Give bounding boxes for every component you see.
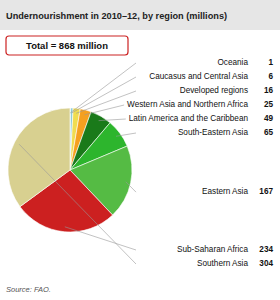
category-label: South-Eastern Asia	[178, 128, 249, 137]
category-label: Oceania	[218, 58, 249, 67]
category-label: Latin America and the Caribbean	[129, 114, 249, 123]
source: Source: FAO.	[6, 285, 51, 294]
category-label: Southern Asia	[197, 259, 248, 268]
total-box	[6, 36, 128, 55]
value-label: 49	[264, 114, 274, 123]
title-bar	[0, 0, 280, 30]
connector	[126, 182, 136, 192]
connector	[72, 77, 136, 113]
labels: Oceania 1 Caucasus and Central Asia 6 Develo…	[127, 58, 273, 268]
value-label: 25	[264, 100, 274, 109]
connector	[85, 105, 125, 115]
total-label: Total = 868 million	[26, 40, 108, 51]
connector	[76, 91, 136, 113]
category-label: Caucasus and Central Asia	[149, 72, 248, 81]
category-label: Sub-Saharan Africa	[177, 245, 248, 254]
value-label: 1	[268, 58, 273, 67]
value-label: 167	[259, 187, 273, 196]
connector	[70, 63, 136, 113]
connector	[19, 144, 136, 264]
connector	[99, 119, 126, 121]
value-label: 304	[259, 259, 273, 268]
slice	[8, 108, 70, 207]
category-label: Developed regions	[180, 86, 248, 95]
connectors	[19, 63, 136, 264]
connector	[65, 227, 136, 250]
connector	[116, 133, 136, 136]
value-label: 16	[264, 86, 274, 95]
pie	[8, 108, 132, 232]
value-label: 6	[268, 72, 273, 81]
category-label: Western Asia and Northern Africa	[127, 100, 248, 109]
value-label: 65	[264, 128, 274, 137]
value-label: 234	[259, 245, 273, 254]
title: Undernourishment in 2010–12, by region (…	[6, 11, 227, 21]
category-label: Eastern Asia	[202, 187, 248, 196]
chart: Undernourishment in 2010–12, by region (…	[0, 0, 280, 300]
